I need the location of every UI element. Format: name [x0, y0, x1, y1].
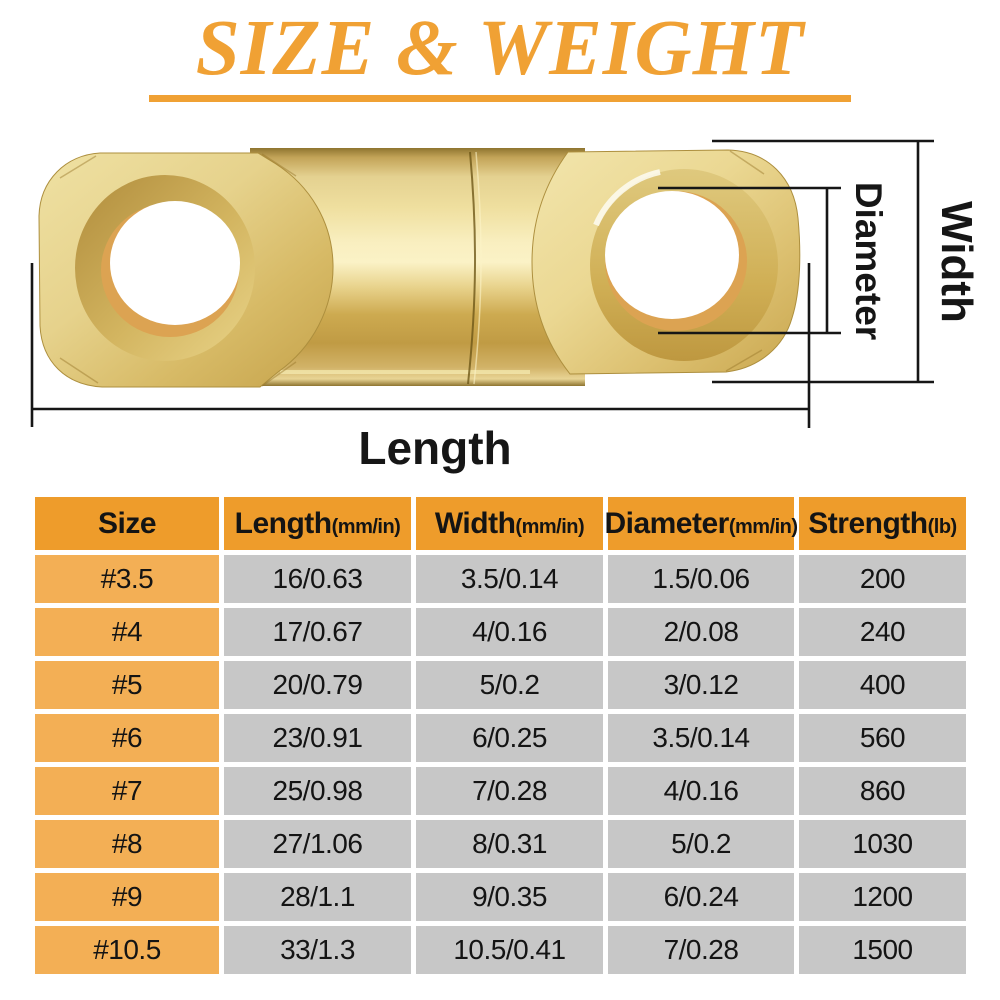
row-size-cell: #4 [35, 608, 219, 656]
row-size-cell: #5 [35, 661, 219, 709]
row-data-cell: 8/0.31 [416, 820, 603, 868]
row-data-cell: 23/0.91 [224, 714, 411, 762]
page-title: SIZE & WEIGHT [195, 5, 805, 92]
row-data-cell: 7/0.28 [416, 767, 603, 815]
row-data-cell: 17/0.67 [224, 608, 411, 656]
row-data-cell: 240 [799, 608, 966, 656]
row-data-cell: 5/0.2 [608, 820, 794, 868]
header-cell-diameter: Diameter (mm/in) [604, 497, 798, 550]
spec-table: Size Length (mm/in) Width (mm/in) Diameter (mm… [35, 497, 966, 974]
row-data-cell: 6/0.24 [608, 873, 794, 921]
row-data-cell: 3.5/0.14 [608, 714, 794, 762]
barrel-seam [467, 151, 477, 385]
row-size-cell: #3.5 [35, 555, 219, 603]
left-hole [110, 201, 240, 325]
row-data-cell: 5/0.2 [416, 661, 603, 709]
title-underline [149, 95, 851, 102]
row-data-cell: 6/0.25 [416, 714, 603, 762]
header-cell-length: Length (mm/in) [224, 497, 411, 550]
row-data-cell: 1030 [799, 820, 966, 868]
row-data-cell: 33/1.3 [224, 926, 411, 974]
row-data-cell: 9/0.35 [416, 873, 603, 921]
row-size-cell: #7 [35, 767, 219, 815]
swivel-right-plate [531, 149, 801, 375]
row-data-cell: 3/0.12 [608, 661, 794, 709]
row-data-cell: 10.5/0.41 [416, 926, 603, 974]
row-data-cell: 4/0.16 [608, 767, 794, 815]
swivel-illustration: Width Diameter Length [30, 139, 981, 474]
header-cell-strength: Strength (lb) [799, 497, 966, 550]
row-data-cell: 7/0.28 [608, 926, 794, 974]
row-data-cell: 400 [799, 661, 966, 709]
row-data-cell: 3.5/0.14 [416, 555, 603, 603]
row-size-cell: #10.5 [35, 926, 219, 974]
row-data-cell: 200 [799, 555, 966, 603]
row-data-cell: 28/1.1 [224, 873, 411, 921]
row-size-cell: #9 [35, 873, 219, 921]
row-size-cell: #8 [35, 820, 219, 868]
length-dimension-label: Length [358, 422, 511, 474]
diameter-dimension-label: Diameter [848, 182, 889, 340]
row-data-cell: 1200 [799, 873, 966, 921]
row-data-cell: 1500 [799, 926, 966, 974]
length-dimension [30, 263, 811, 428]
row-data-cell: 1.5/0.06 [608, 555, 794, 603]
header-cell-width: Width (mm/in) [416, 497, 603, 550]
row-data-cell: 2/0.08 [608, 608, 794, 656]
row-data-cell: 16/0.63 [224, 555, 411, 603]
title-section: SIZE & WEIGHT [0, 5, 1000, 92]
header-cell-size: Size [35, 497, 219, 550]
width-dimension [712, 139, 934, 384]
row-data-cell: 25/0.98 [224, 767, 411, 815]
row-data-cell: 860 [799, 767, 966, 815]
row-data-cell: 20/0.79 [224, 661, 411, 709]
row-data-cell: 560 [799, 714, 966, 762]
row-data-cell: 4/0.16 [416, 608, 603, 656]
swivel-left-plate [38, 152, 334, 388]
right-hole [605, 191, 739, 319]
row-data-cell: 27/1.06 [224, 820, 411, 868]
row-size-cell: #6 [35, 714, 219, 762]
diameter-dimension [658, 186, 841, 335]
width-dimension-label: Width [932, 201, 981, 323]
product-diagram: Width Diameter Length [0, 118, 1000, 484]
